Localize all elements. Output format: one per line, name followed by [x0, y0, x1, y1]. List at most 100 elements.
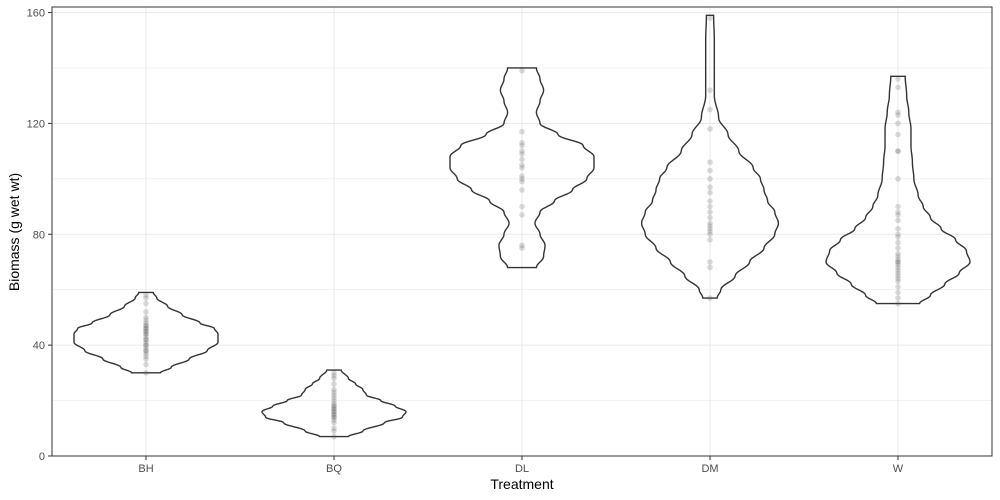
- point-W: [895, 278, 901, 285]
- point-BQ: [331, 408, 337, 415]
- point-W: [895, 259, 901, 265]
- point-BQ: [331, 403, 337, 409]
- point-BQ: [331, 433, 337, 440]
- point-W: [895, 76, 901, 82]
- point-DL: [519, 148, 525, 154]
- data-points: [143, 15, 901, 440]
- point-W: [895, 270, 901, 276]
- point-DM: [707, 295, 713, 301]
- point-BH: [143, 334, 149, 340]
- point-DL: [519, 173, 525, 179]
- point-DL: [519, 245, 525, 251]
- point-BH: [143, 300, 149, 307]
- point-W: [895, 295, 901, 301]
- point-BQ: [331, 392, 337, 398]
- point-W: [895, 231, 901, 238]
- point-BQ: [331, 406, 337, 412]
- point-DM: [707, 189, 713, 196]
- point-BH: [143, 292, 149, 299]
- violin-BQ: [261, 369, 407, 438]
- point-DL: [519, 187, 525, 193]
- point-BH: [143, 347, 149, 354]
- point-DM: [707, 106, 713, 113]
- point-DM: [707, 198, 713, 204]
- point-DM: [707, 220, 713, 226]
- point-BH: [143, 328, 149, 335]
- point-W: [895, 284, 901, 290]
- point-BQ: [331, 386, 337, 393]
- point-BH: [143, 309, 149, 315]
- point-BH: [143, 295, 149, 301]
- point-W: [895, 264, 901, 271]
- violin-DL: [449, 67, 595, 269]
- point-DM: [707, 159, 713, 166]
- point-DM: [707, 225, 713, 232]
- point-BQ: [331, 400, 337, 407]
- point-BH: [143, 331, 149, 337]
- point-BH: [143, 350, 149, 357]
- point-BQ: [331, 414, 337, 420]
- point-BQ: [331, 389, 337, 396]
- y-tick-label: 40: [33, 340, 45, 352]
- point-BH: [143, 325, 149, 332]
- violin-BH: [73, 291, 219, 374]
- point-W: [895, 253, 901, 260]
- point-W: [895, 234, 901, 240]
- point-DL: [519, 242, 525, 249]
- point-BH: [143, 356, 149, 362]
- point-W: [895, 176, 901, 182]
- point-DM: [707, 176, 713, 182]
- point-W: [895, 261, 901, 268]
- point-BH: [143, 320, 149, 326]
- point-BH: [143, 370, 149, 376]
- point-W: [895, 300, 901, 307]
- point-W: [895, 84, 901, 91]
- point-W: [895, 109, 901, 116]
- x-axis-ticks: BH BQ DL DM W: [138, 456, 904, 475]
- point-DM: [707, 223, 713, 229]
- point-BH: [143, 342, 149, 348]
- point-BH: [143, 325, 149, 332]
- point-W: [895, 131, 901, 138]
- point-DL: [519, 156, 525, 163]
- y-axis-title: Biomass (g wet wt): [6, 173, 22, 291]
- point-BQ: [331, 394, 337, 401]
- point-BQ: [331, 411, 337, 418]
- point-W: [895, 203, 901, 210]
- point-DL: [519, 140, 525, 146]
- point-DL: [519, 176, 525, 182]
- y-axis-ticks: 0 40 80 120 160: [27, 8, 52, 463]
- point-BQ: [331, 397, 337, 404]
- x-tick-label: W: [893, 463, 904, 475]
- point-BH: [143, 322, 149, 329]
- point-DM: [707, 264, 713, 271]
- point-DL: [519, 128, 525, 135]
- point-BH: [143, 345, 149, 351]
- point-BQ: [331, 372, 337, 379]
- x-tick-label: BQ: [326, 463, 342, 475]
- point-BH: [143, 328, 149, 335]
- grid-lines: [52, 7, 992, 457]
- y-tick-label: 80: [33, 229, 45, 241]
- point-BQ: [331, 375, 337, 382]
- point-DL: [519, 67, 525, 74]
- point-BH: [143, 336, 149, 343]
- point-BQ: [331, 417, 337, 423]
- point-BH: [143, 336, 149, 343]
- point-W: [895, 245, 901, 251]
- point-DM: [707, 167, 713, 174]
- point-DM: [707, 15, 713, 21]
- point-BH: [143, 317, 149, 323]
- point-BQ: [331, 428, 337, 434]
- point-DM: [707, 231, 713, 238]
- point-BH: [143, 342, 149, 348]
- point-BH: [143, 322, 149, 329]
- point-BH: [143, 353, 149, 360]
- point-BQ: [331, 411, 337, 418]
- point-W: [895, 120, 901, 127]
- x-tick-label: BH: [138, 463, 153, 475]
- point-DL: [519, 162, 525, 168]
- point-DM: [707, 259, 713, 265]
- point-BQ: [331, 403, 337, 409]
